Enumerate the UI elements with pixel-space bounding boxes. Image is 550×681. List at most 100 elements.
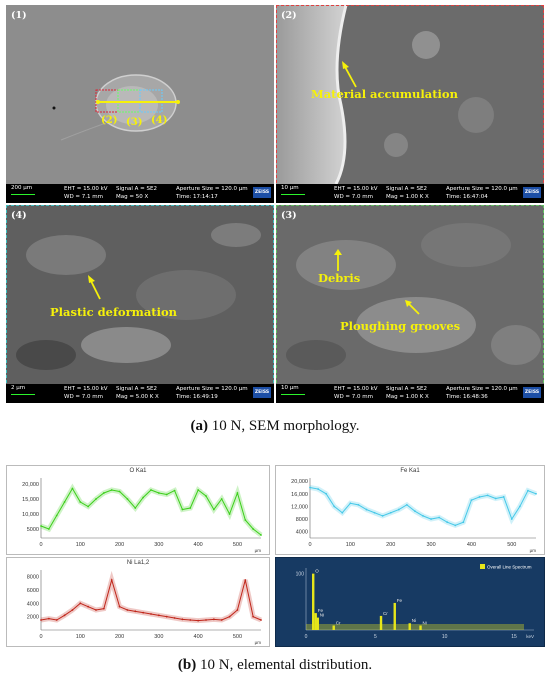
data-point	[197, 619, 200, 622]
data-point	[244, 579, 247, 581]
y-tick-label: 100	[296, 572, 305, 578]
data-point	[157, 614, 160, 617]
data-point	[79, 501, 82, 503]
data-point	[118, 490, 121, 493]
sem-panel-2: (2) Material accumulation 10 μm EHT = 15…	[276, 5, 544, 203]
caption-a-label: (a)	[190, 418, 208, 434]
x-tick-label: 0	[305, 634, 308, 640]
data-point	[478, 496, 481, 498]
scale-label: 10 μm	[281, 385, 299, 391]
data-point	[181, 618, 184, 621]
spectrum-peak	[332, 625, 335, 630]
sem-panel-3: (3) Debris Ploughing grooves 10 μm EHT =…	[276, 205, 544, 403]
sem-info-bar: 200 μm EHT = 15.00 kV WD = 7.1 mm Signal…	[6, 184, 274, 203]
spectrum-baseline	[306, 624, 524, 630]
data-point	[118, 605, 121, 608]
plastic-deformation-label: Plastic deformation	[50, 305, 177, 319]
x-tick-label: 5	[374, 634, 377, 640]
data-point	[373, 511, 376, 514]
y-tick-label: 4000	[296, 530, 308, 536]
data-point	[220, 498, 223, 500]
chart-o: O Ka1 5000 10,000 15,000 20,000 0 100 200 300 40…	[6, 465, 270, 555]
x-tick-label: 300	[154, 542, 163, 548]
wd-label: WD = 7.0 mm	[334, 194, 373, 200]
data-point	[252, 528, 255, 530]
scale-label: 2 μm	[11, 385, 26, 391]
data-point	[126, 609, 129, 611]
x-tick-label: 200	[115, 542, 124, 548]
scale-bar	[11, 194, 35, 195]
peak-label: O	[315, 569, 319, 574]
series-halo	[309, 485, 537, 529]
mag-label: Mag = 50 X	[116, 194, 149, 200]
data-point	[157, 492, 160, 494]
caption-a-text: 10 N, SEM morphology.	[207, 418, 360, 434]
panel-number: (1)	[11, 10, 27, 21]
arrow-icon	[342, 61, 357, 88]
data-point	[527, 489, 529, 492]
data-point	[535, 492, 537, 495]
data-point	[430, 518, 432, 520]
caption-a: (a) 10 N, SEM morphology.	[0, 418, 550, 435]
spectrum-peak	[316, 617, 319, 630]
ploughing-grooves-label: Ploughing grooves	[340, 319, 461, 333]
y-tick-label: 16,000	[291, 492, 308, 498]
peak-label: Fe	[397, 598, 403, 603]
data-point	[405, 503, 408, 506]
data-point	[357, 503, 360, 506]
panel-number: (3)	[281, 210, 297, 221]
y-tick-label: 10,000	[22, 512, 39, 518]
x-tick-label: 400	[467, 542, 476, 548]
y-tick-label: 12,000	[291, 504, 308, 510]
x-tick-label: 200	[386, 542, 395, 548]
data-point	[102, 492, 105, 494]
aperture-label: Aperture Size = 120.0 μm	[176, 386, 248, 392]
caption-b-text: 10 N, elemental distribution.	[196, 657, 373, 673]
y-tick-label: 8000	[296, 517, 308, 523]
mag-label: Mag = 1.00 K X	[386, 394, 429, 400]
data-point	[236, 492, 239, 494]
data-point	[63, 614, 66, 617]
x-tick-label: 10	[442, 634, 448, 640]
eht-label: EHT = 15.00 kV	[334, 386, 378, 392]
signal-label: Signal A = SE2	[386, 186, 427, 192]
data-point	[414, 510, 416, 513]
chart-title: Ni La1,2	[126, 560, 150, 566]
spectrum-peak	[408, 623, 411, 630]
y-tick-label: 6000	[27, 588, 39, 594]
data-point	[260, 619, 262, 621]
wd-label: WD = 7.0 mm	[334, 394, 373, 400]
scale-bar	[281, 194, 305, 195]
signal-label: Signal A = SE2	[116, 386, 157, 392]
x-tick-label: 0	[39, 634, 42, 640]
arrow-icon	[405, 300, 420, 315]
y-tick-label: 5000	[27, 527, 39, 533]
chart-svg: 4000 8000 12,000 16,000 20,000 0 100 200 300 400 5…	[291, 478, 537, 553]
chart-svg: 2000 4000 6000 8000 0 100 200 300 400 500 μm	[27, 570, 262, 645]
x-tick-label: 300	[154, 634, 163, 640]
data-point	[309, 486, 311, 489]
data-point	[173, 489, 176, 492]
data-point	[126, 498, 129, 500]
data-point	[446, 521, 449, 524]
time-label: Time: 16:48:36	[446, 394, 488, 400]
data-point	[333, 505, 336, 508]
data-point	[150, 489, 152, 491]
chart-svg: 5000 10,000 15,000 20,000 0 100 200 300 400 500 μm	[22, 478, 263, 553]
sem-image-4	[6, 205, 274, 384]
material-accumulation-label: Material accumulation	[311, 87, 458, 101]
x-tick-label: 100	[76, 634, 85, 640]
data-point	[205, 619, 207, 621]
peak-label: Fe	[318, 608, 324, 613]
data-point	[87, 505, 90, 508]
y-tick-label: 20,000	[291, 479, 308, 485]
x-tick-label: 200	[115, 634, 124, 640]
eht-label: EHT = 15.00 kV	[64, 386, 108, 392]
chart-ni: Ni La1,2 2000 4000 6000 8000 0 100 200 300 400 50…	[6, 557, 270, 647]
scale-label: 10 μm	[281, 185, 299, 191]
peak-label: Ni	[412, 618, 416, 623]
mark-3: (3)	[126, 117, 143, 128]
peak-label: Ni	[320, 613, 324, 618]
zeiss-logo: ZEISS	[253, 387, 271, 398]
spectrum-peak	[314, 613, 317, 630]
